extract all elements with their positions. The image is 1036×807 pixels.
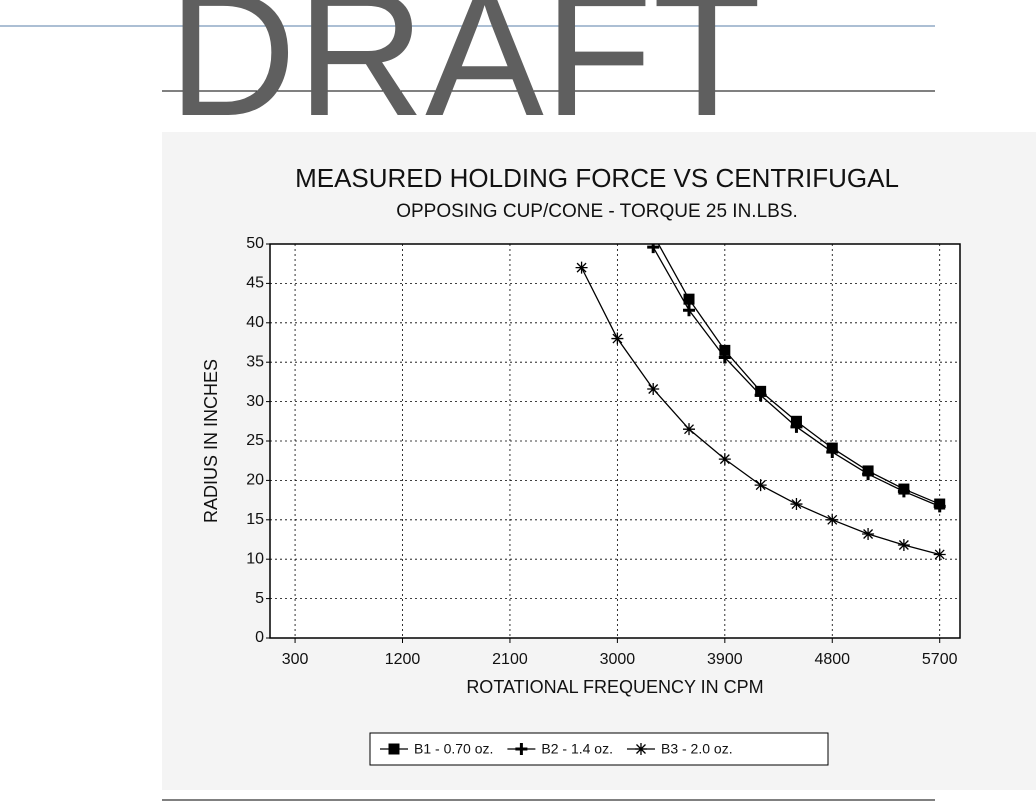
watermark: DRAFT	[168, 0, 761, 153]
marker	[647, 382, 660, 395]
y-tick-label: 15	[246, 511, 264, 528]
marker	[718, 453, 731, 466]
marker	[683, 423, 696, 436]
y-tick-label: 30	[246, 393, 264, 410]
y-tick-label: 25	[246, 432, 264, 449]
marker	[897, 485, 910, 498]
y-tick-label: 10	[246, 550, 264, 567]
x-tick-label: 4800	[814, 651, 850, 668]
marker	[933, 548, 946, 561]
legend: B1 - 0.70 oz. B2 - 1.4 oz. B3 - 2.0 oz.	[369, 732, 829, 766]
x-tick-label: 1200	[385, 651, 421, 668]
marker	[634, 743, 647, 755]
x-tick-label: 3000	[600, 651, 636, 668]
marker	[790, 498, 803, 511]
y-tick-label: 50	[246, 235, 264, 252]
y-axis-label: RADIUS IN INCHES	[201, 359, 221, 523]
marker	[611, 332, 624, 345]
x-tick-label: 300	[282, 651, 309, 668]
marker	[388, 743, 400, 755]
marker	[683, 293, 695, 305]
chart-subtitle: OPPOSING CUP/CONE - TORQUE 25 IN.LBS.	[396, 201, 798, 222]
marker	[933, 500, 946, 513]
legend-label: B3 - 2.0 oz.	[661, 741, 733, 757]
marker	[575, 261, 588, 274]
x-tick-label: 3900	[707, 651, 743, 668]
marker	[718, 351, 731, 364]
marker	[683, 304, 696, 317]
legend-label: B1 - 0.70 oz.	[414, 741, 493, 757]
x-tick-label: 2100	[492, 651, 528, 668]
marker	[897, 539, 910, 552]
y-tick-label: 40	[246, 314, 264, 331]
y-tick-label: 5	[255, 590, 264, 607]
legend-box	[369, 732, 829, 766]
marker	[754, 389, 767, 402]
marker	[515, 743, 528, 755]
marker	[862, 468, 875, 481]
marker	[754, 479, 767, 492]
y-tick-label: 0	[255, 629, 264, 646]
series-layer	[575, 244, 946, 561]
y-tick-label: 35	[246, 353, 264, 370]
y-tick-label: 45	[246, 275, 264, 292]
marker	[826, 513, 839, 526]
marker	[647, 244, 660, 254]
marker	[862, 527, 875, 540]
marker	[826, 446, 839, 459]
x-tick-label: 5700	[922, 651, 958, 668]
chart-title: MEASURED HOLDING FORCE VS CENTRIFUGAL	[295, 163, 899, 193]
x-axis-label: ROTATIONAL FREQUENCY IN CPM	[466, 677, 763, 697]
y-tick-label: 20	[246, 472, 264, 489]
marker	[790, 420, 803, 433]
legend-label: B2 - 1.4 oz.	[541, 741, 613, 757]
